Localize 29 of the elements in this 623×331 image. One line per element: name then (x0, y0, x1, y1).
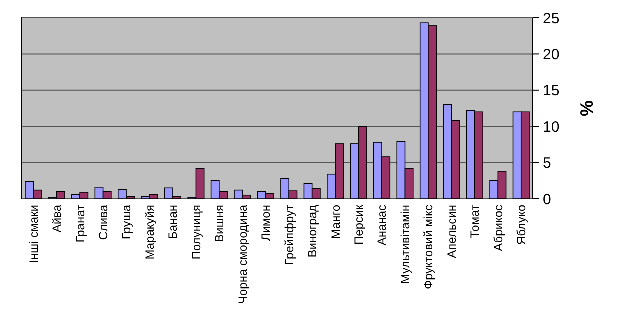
x-tick-label: Томат (468, 204, 482, 238)
y-tick-label: 15 (543, 82, 560, 100)
x-tick-label: Ананас (375, 205, 390, 246)
x-tick-label: Чорна смородина (236, 204, 250, 304)
x-tick-label: Фруктовий мікс (422, 205, 436, 290)
x-tick-label: Інші смаки (26, 205, 41, 264)
x-tick-label: Виноград (306, 205, 320, 258)
x-tick-label: Персик (352, 204, 366, 245)
x-tick-label: Слива (96, 204, 110, 240)
y-tick-label: 25 (543, 10, 560, 28)
y-axis-title: % (577, 100, 597, 117)
x-tick-label: Маракуйя (142, 205, 157, 260)
x-tick-label: Гранат (73, 204, 88, 243)
x-tick-label: Яблуко (514, 204, 529, 246)
x-tick-label: Абрикос (491, 205, 506, 252)
x-tick-label: Мультивітамін (398, 205, 412, 284)
x-tick-label: Груша (120, 204, 134, 240)
y-tick-label: 10 (543, 118, 560, 136)
y-tick-label: 0 (543, 191, 552, 208)
x-tick-label: Грейпфрут (282, 204, 296, 266)
x-tick-label: Манго (328, 204, 343, 240)
x-tick-label: Айва (50, 204, 64, 233)
y-tick-label: 5 (543, 155, 552, 172)
x-tick-label: Вишня (212, 205, 227, 242)
x-tick-label: Банан (166, 205, 180, 240)
x-tick-label: Полуниця (189, 205, 204, 260)
y-tick-label: 20 (543, 46, 560, 64)
x-tick-label: Апельсин (444, 205, 459, 258)
x-tick-label: Лимон (259, 205, 274, 242)
